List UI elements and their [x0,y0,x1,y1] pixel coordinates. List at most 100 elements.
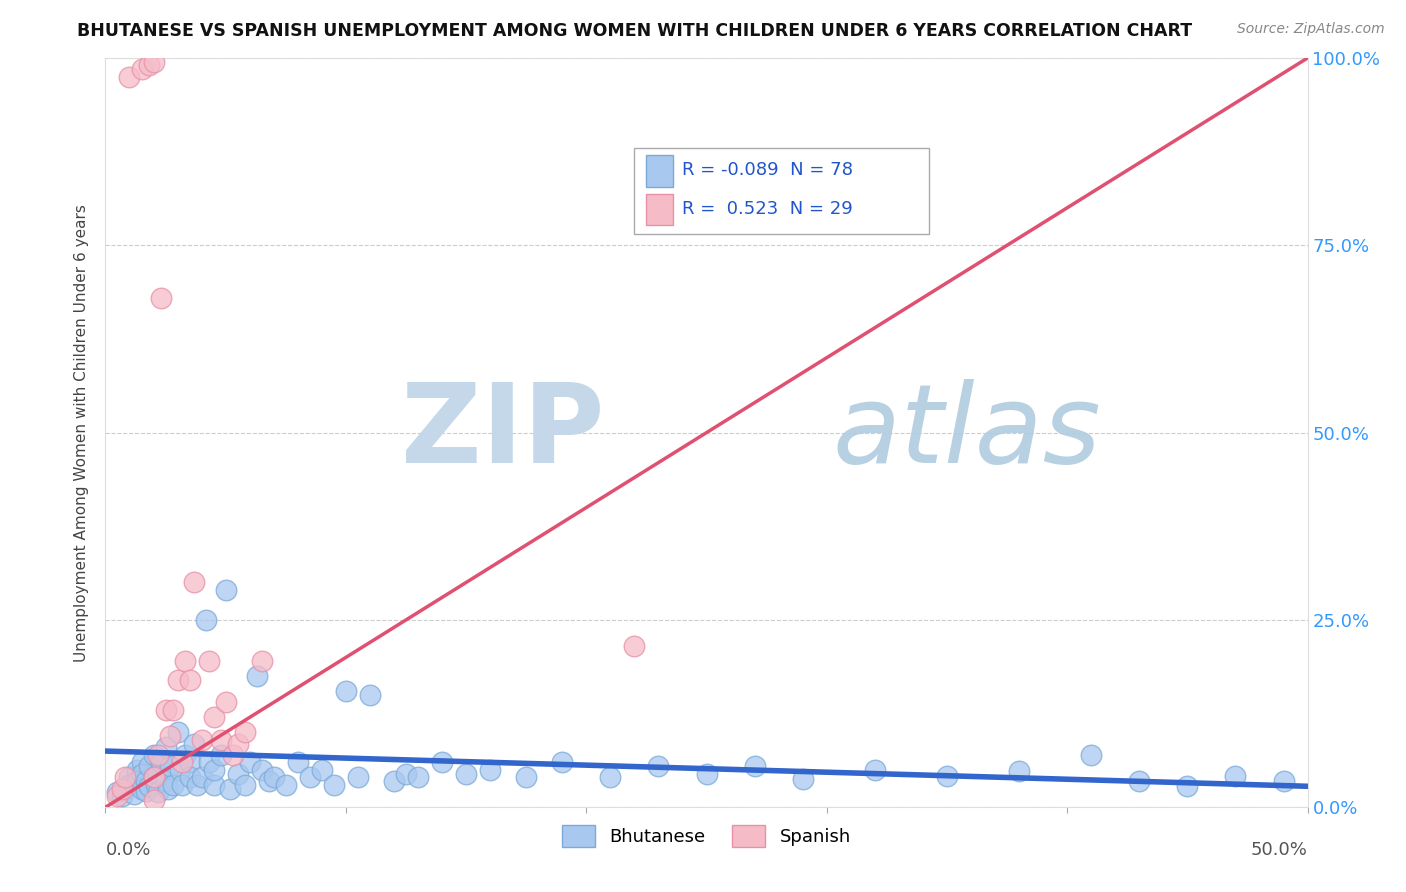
Point [1008,764,1031,779]
Point [551,756,574,770]
Point [148,785,170,799]
Point [159,729,181,743]
Point [209,747,232,762]
Point [148,747,170,762]
Point [274,778,297,792]
Point [190,732,212,747]
Point [166,673,188,687]
Point [173,654,195,668]
Point [118,70,141,84]
Point [298,770,321,784]
Point [118,778,141,792]
Point [406,770,429,784]
Point [131,766,153,780]
Point [347,770,370,784]
Point [107,785,129,799]
Point [311,763,333,777]
Point [233,725,256,739]
Text: R = -0.089  N = 78: R = -0.089 N = 78 [682,161,853,179]
Point [1177,779,1199,793]
Point [744,759,766,773]
Point [599,770,621,784]
Point [246,669,269,683]
Point [287,756,309,770]
Point [142,54,165,69]
Point [183,575,205,590]
Point [111,789,134,803]
Point [202,710,225,724]
Point [131,62,153,77]
Point [125,763,148,777]
Point [250,654,273,668]
Point [162,778,184,792]
Point [114,781,136,796]
Point [456,766,478,780]
Point [142,747,165,762]
Point [159,759,181,773]
Point [226,737,249,751]
Point [250,763,273,777]
Point [1225,769,1247,783]
Point [179,770,201,784]
Point [214,695,236,709]
Point [142,770,165,784]
Point [131,756,153,770]
Point [169,763,191,777]
Point [382,774,405,789]
Point [172,778,194,792]
Text: ZIP: ZIP [401,379,605,486]
Point [125,774,148,789]
Text: R =  0.523  N = 29: R = 0.523 N = 29 [682,200,853,218]
Y-axis label: Unemployment Among Women with Children Under 6 years: Unemployment Among Women with Children U… [75,203,90,662]
Point [172,756,194,770]
Point [430,756,453,770]
Point [114,770,136,784]
Point [863,763,886,777]
Point [162,703,184,717]
Point [118,770,141,784]
Point [936,769,959,783]
FancyBboxPatch shape [647,194,673,225]
Point [395,766,418,780]
Point [623,639,645,653]
Point [186,778,208,792]
Point [792,772,814,786]
Point [135,774,157,789]
Point [107,789,129,803]
Point [1272,774,1295,789]
Point [647,759,669,773]
Point [263,770,285,784]
Point [479,763,502,777]
Point [131,781,153,796]
Point [198,654,221,668]
Text: 50.0%: 50.0% [1251,841,1308,859]
Text: 0.0%: 0.0% [105,841,150,859]
Point [257,774,280,789]
Point [135,784,157,798]
FancyBboxPatch shape [634,148,929,234]
Point [198,756,221,770]
Point [155,703,177,717]
Point [219,781,242,796]
Point [222,747,245,762]
Point [173,747,195,762]
Point [155,740,177,755]
Point [142,770,165,784]
Point [179,756,201,770]
Point [209,732,232,747]
Legend: Bhutanese, Spanish: Bhutanese, Spanish [555,818,858,855]
Point [233,778,256,792]
Point [239,756,262,770]
Point [166,725,188,739]
Point [142,793,165,807]
Point [111,781,134,796]
Point [149,756,172,770]
Point [359,688,381,702]
Point [195,613,218,627]
Point [214,582,236,597]
Point [149,291,172,305]
Point [138,58,160,72]
Point [322,778,344,792]
Point [145,778,167,792]
Point [1128,774,1150,789]
